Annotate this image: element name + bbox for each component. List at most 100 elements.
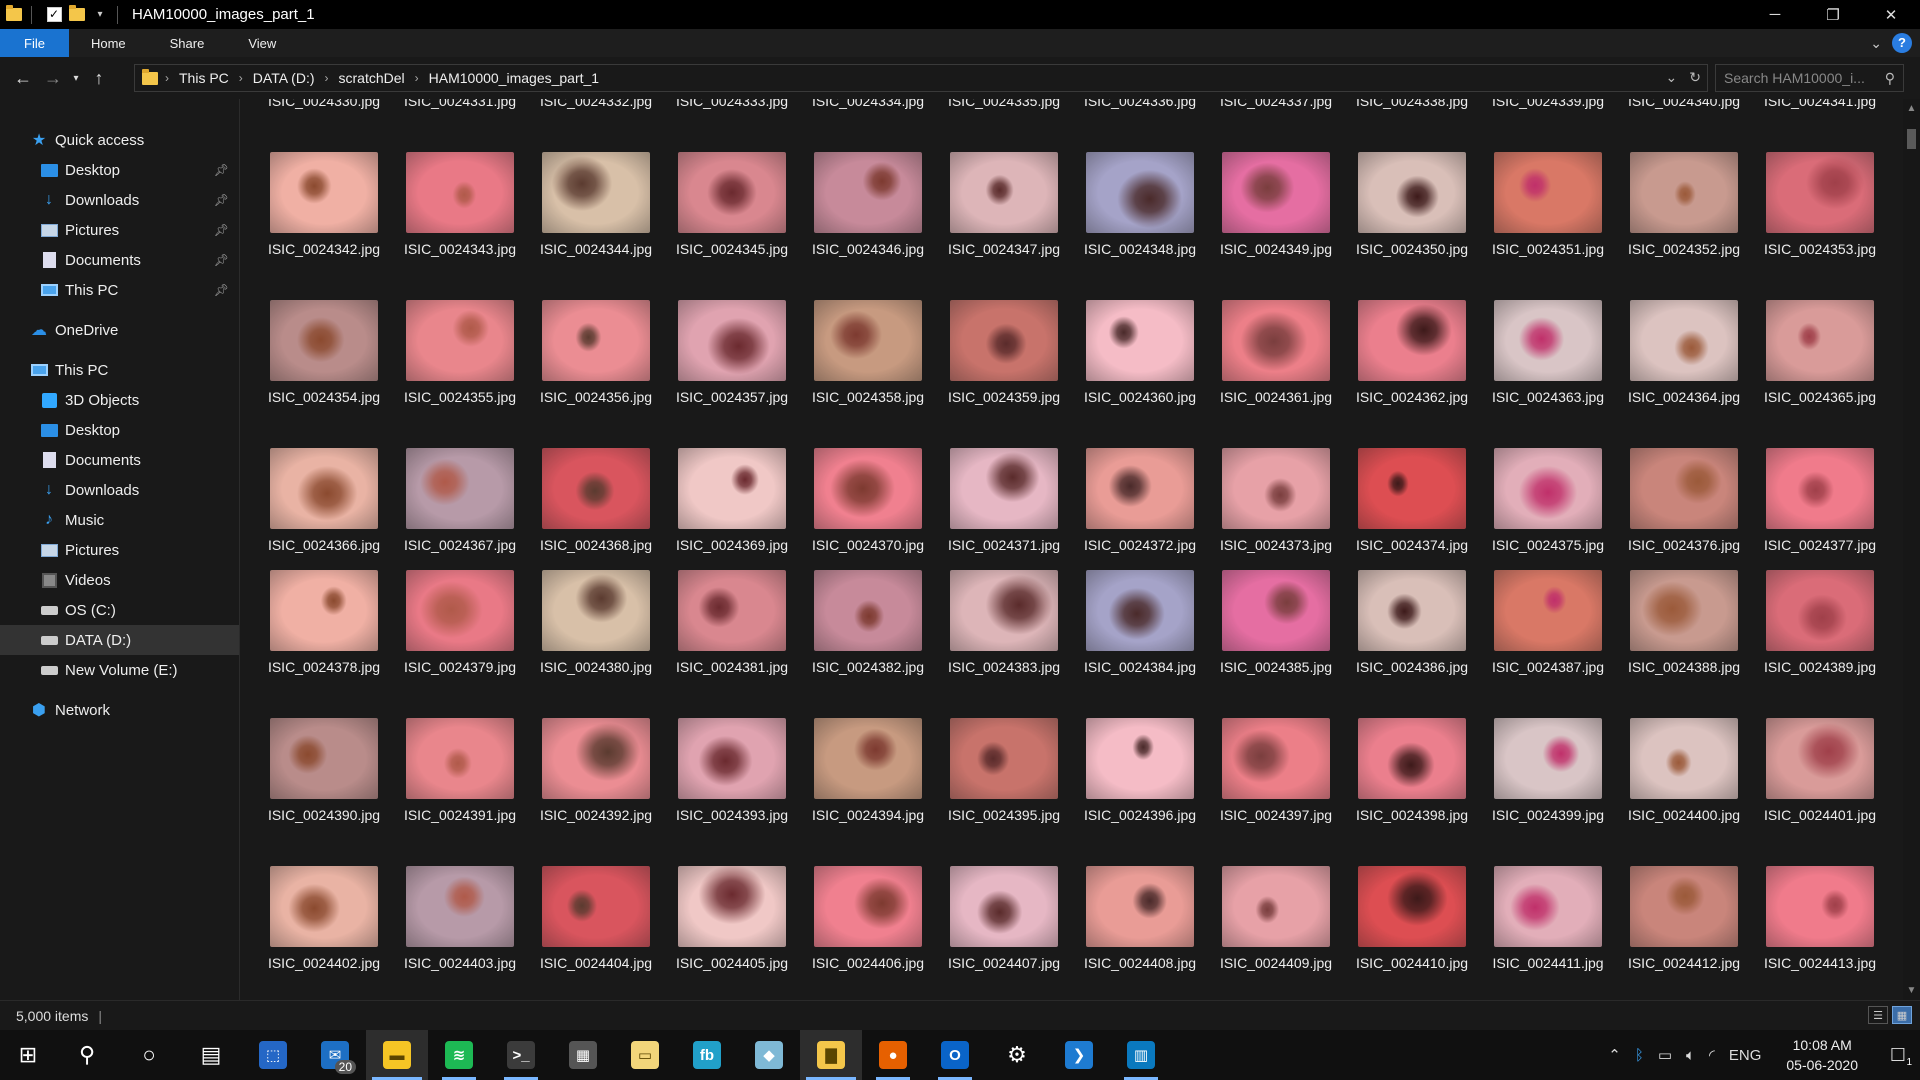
file-tile[interactable]: ISIC_0024345.jpg xyxy=(664,141,800,289)
start-button[interactable]: ⊞ xyxy=(0,1030,56,1080)
file-tile[interactable]: ISIC_0024412.jpg xyxy=(1616,855,1752,1000)
file-tile[interactable]: ISIC_0024337.jpg xyxy=(1208,99,1344,141)
sidebar-item-downloads[interactable]: ↓ Downloads xyxy=(0,475,239,505)
file-tile[interactable]: ISIC_0024343.jpg xyxy=(392,141,528,289)
sidebar-item-videos[interactable]: Videos xyxy=(0,565,239,595)
file-tile[interactable]: ISIC_0024376.jpg xyxy=(1616,437,1752,559)
battery-icon[interactable]: ▭ xyxy=(1657,1047,1673,1064)
sidebar-item-network[interactable]: ⬢ Network xyxy=(0,695,239,725)
file-tile[interactable]: ISIC_0024348.jpg xyxy=(1072,141,1208,289)
file-tile[interactable]: ISIC_0024363.jpg xyxy=(1480,289,1616,437)
file-tile[interactable]: ISIC_0024370.jpg xyxy=(800,437,936,559)
trello-button[interactable]: ▥ xyxy=(1110,1030,1172,1080)
file-tile[interactable]: ISIC_0024364.jpg xyxy=(1616,289,1752,437)
file-tile[interactable]: ISIC_0024357.jpg xyxy=(664,289,800,437)
task-view-button[interactable]: ▤ xyxy=(180,1030,242,1080)
file-tile[interactable]: ISIC_0024403.jpg xyxy=(392,855,528,1000)
file-explorer-button[interactable]: ▇ xyxy=(800,1030,862,1080)
file-tile[interactable]: ISIC_0024333.jpg xyxy=(664,99,800,141)
sidebar-item-3d-objects[interactable]: 3D Objects xyxy=(0,385,239,415)
sidebar-item-pictures[interactable]: Pictures xyxy=(0,535,239,565)
mail-button[interactable]: ✉ 20 xyxy=(304,1030,366,1080)
file-tile[interactable]: ISIC_0024384.jpg xyxy=(1072,559,1208,707)
file-tile[interactable]: ISIC_0024360.jpg xyxy=(1072,289,1208,437)
sticky-notes-button[interactable]: ▬ xyxy=(366,1030,428,1080)
file-tile[interactable]: ISIC_0024368.jpg xyxy=(528,437,664,559)
notepad-button[interactable]: ◆ xyxy=(738,1030,800,1080)
search-box[interactable]: ⚲ xyxy=(1715,64,1904,92)
file-tile[interactable]: ISIC_0024375.jpg xyxy=(1480,437,1616,559)
file-tile[interactable]: ISIC_0024344.jpg xyxy=(528,141,664,289)
large-icons-view-button[interactable]: ▦ xyxy=(1892,1006,1912,1024)
file-tile[interactable]: ISIC_0024367.jpg xyxy=(392,437,528,559)
file-tile[interactable]: ISIC_0024366.jpg xyxy=(256,437,392,559)
sidebar-item-documents[interactable]: Documents xyxy=(0,445,239,475)
chevron-down-icon[interactable]: ⌄ xyxy=(1665,69,1678,85)
sidebar-item-documents[interactable]: Documents 📌︎ xyxy=(0,245,239,275)
file-tile[interactable]: ISIC_0024342.jpg xyxy=(256,141,392,289)
file-tile[interactable]: ISIC_0024411.jpg xyxy=(1480,855,1616,1000)
new-folder-icon[interactable] xyxy=(68,5,86,24)
file-tile[interactable]: ISIC_0024356.jpg xyxy=(528,289,664,437)
file-tile[interactable]: ISIC_0024362.jpg xyxy=(1344,289,1480,437)
file-tile[interactable]: ISIC_0024399.jpg xyxy=(1480,707,1616,855)
firefox-button[interactable]: ● xyxy=(862,1030,924,1080)
clock[interactable]: 10:08 AM 05-06-2020 xyxy=(1768,1035,1876,1075)
bluetooth-icon[interactable]: ᛒ xyxy=(1634,1046,1644,1064)
vscode-button[interactable]: ❯ xyxy=(1048,1030,1110,1080)
file-tile[interactable]: ISIC_0024378.jpg xyxy=(256,559,392,707)
language-indicator[interactable]: ENG xyxy=(1728,1046,1762,1064)
file-tile[interactable]: ISIC_0024382.jpg xyxy=(800,559,936,707)
file-tile[interactable]: ISIC_0024369.jpg xyxy=(664,437,800,559)
sidebar-item-music[interactable]: ♪ Music xyxy=(0,505,239,535)
file-tile[interactable]: ISIC_0024402.jpg xyxy=(256,855,392,1000)
up-button[interactable]: ↑ xyxy=(94,67,104,88)
refresh-icon[interactable]: ↻ xyxy=(1689,69,1701,85)
file-tile[interactable]: ISIC_0024388.jpg xyxy=(1616,559,1752,707)
file-tile[interactable]: ISIC_0024359.jpg xyxy=(936,289,1072,437)
sidebar-item-new-volume-e[interactable]: New Volume (E:) xyxy=(0,655,239,685)
chevron-right-icon[interactable]: › xyxy=(238,71,243,85)
scroll-up-icon[interactable]: ▲ xyxy=(1906,103,1917,114)
chevron-right-icon[interactable]: › xyxy=(414,71,419,85)
file-tile[interactable]: ISIC_0024393.jpg xyxy=(664,707,800,855)
breadcrumb-current-folder[interactable]: HAM10000_images_part_1 xyxy=(428,70,600,86)
chevron-right-icon[interactable]: › xyxy=(324,71,329,85)
back-button[interactable]: ← xyxy=(14,67,32,88)
file-tile[interactable]: ISIC_0024409.jpg xyxy=(1208,855,1344,1000)
file-tile[interactable]: ISIC_0024353.jpg xyxy=(1752,141,1888,289)
sidebar-item-data-d[interactable]: DATA (D:) xyxy=(0,625,239,655)
help-icon[interactable]: ? xyxy=(1892,33,1912,53)
file-tile[interactable]: ISIC_0024336.jpg xyxy=(1072,99,1208,141)
file-tile[interactable]: ISIC_0024352.jpg xyxy=(1616,141,1752,289)
file-tile[interactable]: ISIC_0024374.jpg xyxy=(1344,437,1480,559)
file-tile[interactable]: ISIC_0024379.jpg xyxy=(392,559,528,707)
file-tile[interactable]: ISIC_0024392.jpg xyxy=(528,707,664,855)
file-tile[interactable]: ISIC_0024407.jpg xyxy=(936,855,1072,1000)
file-tile[interactable]: ISIC_0024413.jpg xyxy=(1752,855,1888,1000)
tab-view[interactable]: View xyxy=(248,35,277,51)
search-input[interactable] xyxy=(1724,70,1874,86)
file-tile[interactable]: ISIC_0024377.jpg xyxy=(1752,437,1888,559)
file-tile[interactable]: ISIC_0024390.jpg xyxy=(256,707,392,855)
store-button[interactable]: ⬚ xyxy=(242,1030,304,1080)
file-tile[interactable]: ISIC_0024340.jpg xyxy=(1616,99,1752,141)
tab-file[interactable]: File xyxy=(0,29,69,57)
cortana-button[interactable]: ○ xyxy=(118,1030,180,1080)
file-tile[interactable]: ISIC_0024338.jpg xyxy=(1344,99,1480,141)
file-tile[interactable]: ISIC_0024404.jpg xyxy=(528,855,664,1000)
file-tile[interactable]: ISIC_0024355.jpg xyxy=(392,289,528,437)
sidebar-item-onedrive[interactable]: ☁ OneDrive xyxy=(0,315,239,345)
file-tile[interactable]: ISIC_0024350.jpg xyxy=(1344,141,1480,289)
restore-button[interactable]: ❐ xyxy=(1826,6,1840,24)
file-tile[interactable]: ISIC_0024331.jpg xyxy=(392,99,528,141)
sidebar-item-downloads[interactable]: ↓ Downloads 📌︎ xyxy=(0,185,239,215)
file-tile[interactable]: ISIC_0024405.jpg xyxy=(664,855,800,1000)
file-tile[interactable]: ISIC_0024410.jpg xyxy=(1344,855,1480,1000)
file-tile[interactable]: ISIC_0024401.jpg xyxy=(1752,707,1888,855)
file-tile[interactable]: ISIC_0024396.jpg xyxy=(1072,707,1208,855)
outlook-button[interactable]: O xyxy=(924,1030,986,1080)
calculator-button[interactable]: ▦ xyxy=(552,1030,614,1080)
file-tile[interactable]: ISIC_0024395.jpg xyxy=(936,707,1072,855)
forward-button[interactable]: → xyxy=(44,67,62,88)
